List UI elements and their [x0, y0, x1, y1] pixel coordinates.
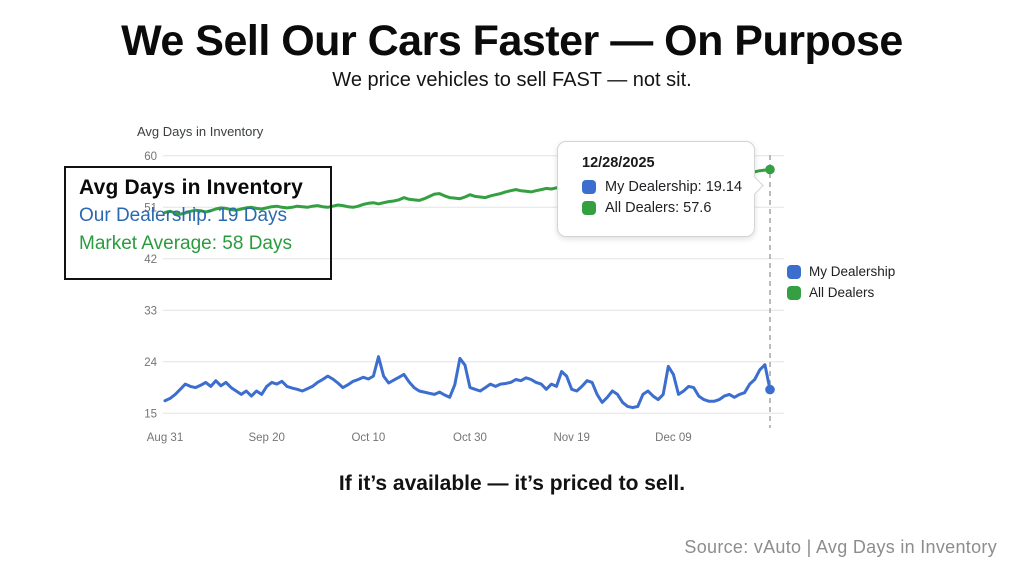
- annotation-our-dealership: Our Dealership: 19 Days: [79, 205, 288, 226]
- chart-legend: My Dealership All Dealers: [787, 264, 895, 300]
- page-title: We Sell Our Cars Faster — On Purpose: [121, 17, 903, 65]
- legend-item-all-dealers[interactable]: All Dealers: [787, 285, 895, 300]
- y-tick-label: 51: [144, 202, 157, 214]
- page-subtitle: We price vehicles to sell FAST — not sit…: [332, 69, 692, 91]
- x-tick-label: Sep 20: [248, 432, 284, 444]
- x-tick-label: Oct 10: [351, 432, 385, 444]
- legend-item-my-dealership[interactable]: My Dealership: [787, 264, 895, 279]
- annotation-title: Avg Days in Inventory: [79, 176, 303, 199]
- tooltip-row-all-dealers: All Dealers: 57.6: [582, 200, 754, 216]
- tagline: If it’s available — it’s priced to sell.: [338, 472, 686, 495]
- tooltip-row-my-dealership: My Dealership: 19.14: [582, 179, 754, 195]
- y-tick-label: 33: [144, 305, 157, 317]
- all-dealers-swatch: [582, 201, 596, 215]
- chart-tooltip: 12/28/2025 My Dealership: 19.14 All Deal…: [557, 141, 764, 237]
- tooltip-date: 12/28/2025: [582, 155, 655, 171]
- x-tick-label: Oct 30: [453, 432, 487, 444]
- my-dealership-swatch: [582, 180, 596, 194]
- legend-label-all-dealers: All Dealers: [809, 285, 875, 300]
- tooltip-my-dealership-value: My Dealership: 19.14: [605, 179, 743, 195]
- y-tick-label: 15: [144, 408, 157, 420]
- annotation-box: Avg Days in Inventory Our Dealership: 19…: [64, 166, 332, 280]
- x-tick-label: Aug 31: [147, 432, 183, 444]
- tooltip-all-dealers-value: All Dealers: 57.6: [605, 200, 712, 216]
- y-tick-label: 24: [144, 357, 157, 369]
- annotation-market-average: Market Average: 58 Days: [79, 233, 292, 254]
- source-attribution: Source: vAuto | Avg Days in Inventory: [684, 537, 997, 557]
- y-tick-label: 60: [144, 151, 157, 163]
- legend-swatch-all-dealers: [787, 285, 801, 300]
- series-end-marker: [765, 384, 775, 395]
- legend-swatch-my-dealership: [787, 264, 801, 279]
- chart-axis-title: Avg Days in Inventory: [137, 124, 264, 139]
- legend-label-my-dealership: My Dealership: [809, 264, 896, 279]
- x-tick-label: Dec 09: [655, 432, 691, 444]
- x-tick-label: Nov 19: [553, 432, 589, 444]
- series-line: [163, 355, 772, 410]
- series-end-marker: [765, 164, 775, 175]
- y-tick-label: 42: [144, 254, 157, 266]
